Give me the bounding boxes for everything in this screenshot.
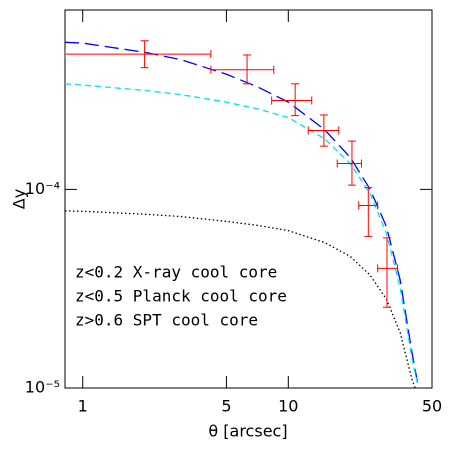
x-axis-label: θ [arcsec]: [208, 422, 287, 441]
y-axis-label: Δy: [10, 189, 29, 209]
plot-area: [65, 40, 420, 388]
y-tick-label: 10⁻⁴: [25, 179, 60, 198]
x-tick-label: 10: [278, 397, 298, 416]
legend-entry: z<0.2 X-ray cool core: [75, 263, 277, 282]
x-tick-label: 1: [78, 397, 88, 416]
plot-frame: [64, 9, 433, 389]
legend-entry: z>0.6 SPT cool core: [75, 311, 258, 330]
x-tick-label: 5: [221, 397, 231, 416]
model-line: [65, 41, 420, 388]
x-tick-label: 50: [422, 397, 442, 416]
legend-entry: z<0.5 Planck cool core: [75, 287, 287, 306]
model-line: [65, 83, 420, 388]
y-tick-label: 10⁻⁵: [25, 378, 60, 397]
